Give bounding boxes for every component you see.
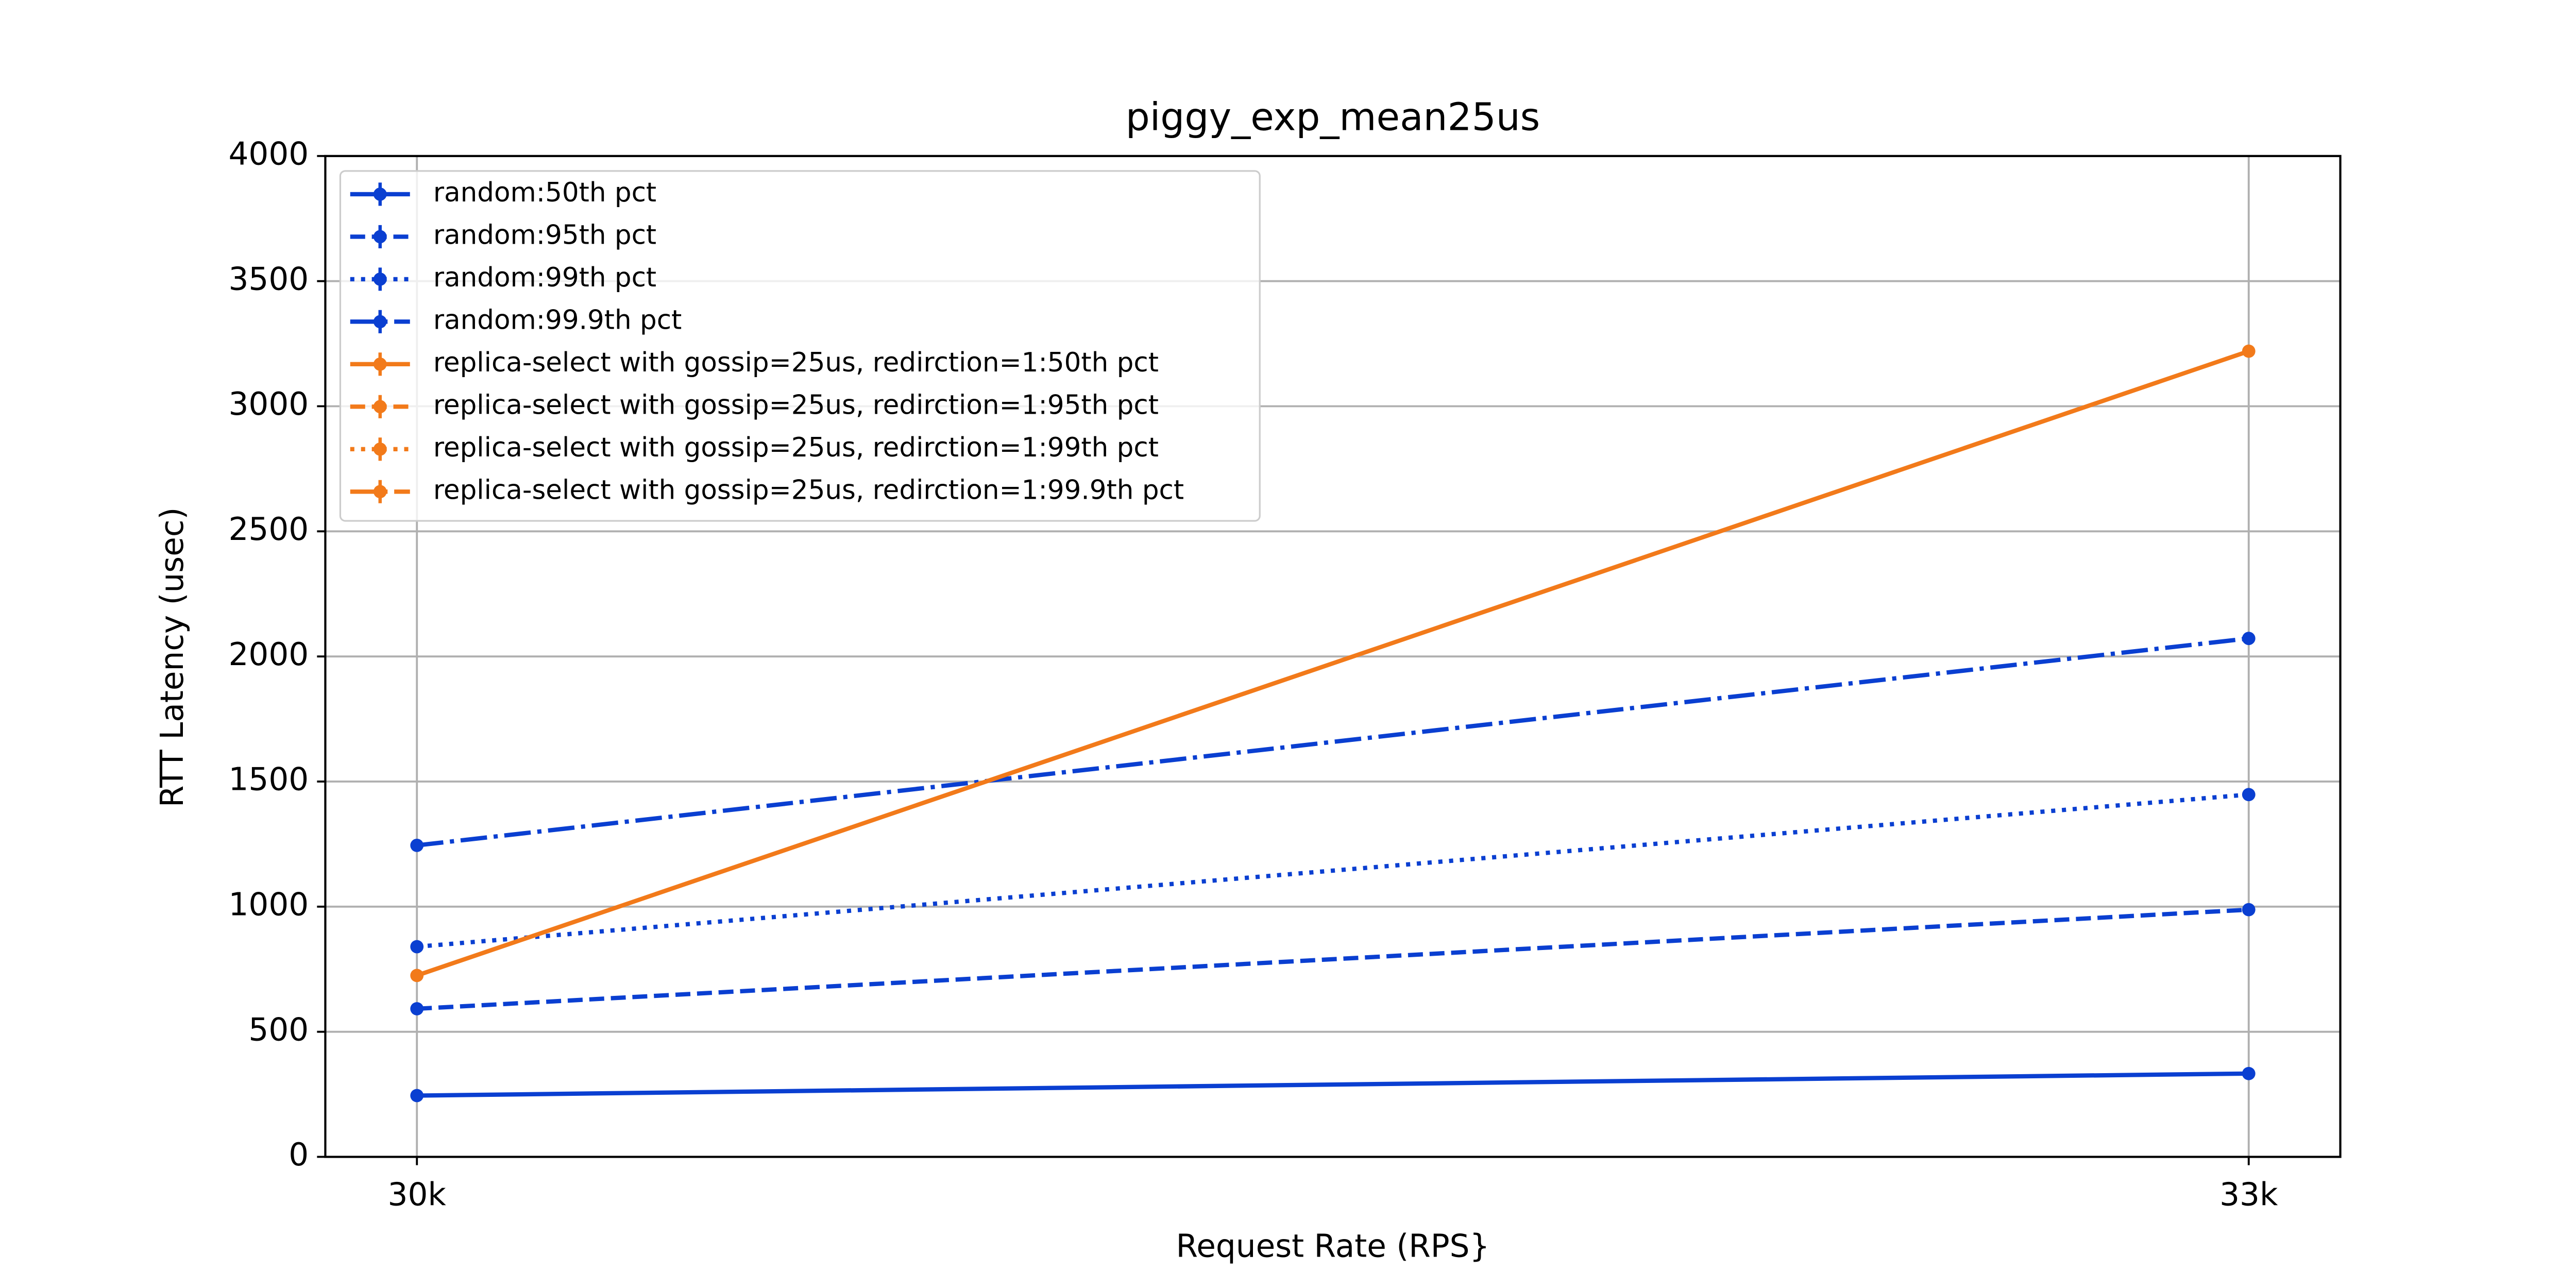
legend-marker <box>373 442 387 456</box>
data-point <box>2242 903 2256 917</box>
y-tick-label: 3500 <box>228 261 309 297</box>
y-tick-label: 3000 <box>228 386 309 422</box>
legend-marker <box>373 357 387 371</box>
legend-label: replica-select with gossip=25us, redirct… <box>433 389 1159 420</box>
data-point <box>410 1002 424 1015</box>
series-line <box>416 907 2249 1011</box>
y-tick-label: 0 <box>289 1137 309 1173</box>
legend-marker <box>373 230 387 244</box>
legend-label: random:99.9th pct <box>433 304 682 335</box>
legend-label: replica-select with gossip=25us, redirct… <box>433 432 1159 463</box>
legend-label: replica-select with gossip=25us, redirct… <box>433 474 1184 505</box>
data-point <box>2242 344 2256 358</box>
legend-marker <box>373 272 387 286</box>
series-line <box>416 349 2250 978</box>
y-tick-label: 500 <box>248 1011 309 1048</box>
data-point <box>2242 788 2256 802</box>
y-tick-label: 2000 <box>228 636 309 673</box>
series-line <box>416 792 2249 949</box>
x-tick-label: 33k <box>2219 1176 2278 1213</box>
legend-marker <box>373 400 387 414</box>
data-point <box>410 940 424 954</box>
plot-frame <box>324 155 2342 1158</box>
data-point <box>410 969 424 982</box>
data-point <box>2242 1066 2256 1080</box>
series-line <box>417 1071 2249 1098</box>
y-tick-label: 1000 <box>228 886 309 923</box>
legend-box <box>339 170 1261 522</box>
y-tick-label: 1500 <box>228 761 309 798</box>
data-point <box>2242 632 2256 646</box>
legend-label: random:95th pct <box>433 219 656 250</box>
chart-title: piggy_exp_mean25us <box>1126 95 1540 139</box>
y-tick-label: 4000 <box>228 135 309 172</box>
x-axis-label: Request Rate (RPS} <box>1176 1228 1490 1264</box>
series-line <box>416 636 2249 848</box>
data-point <box>410 1089 424 1103</box>
y-axis-label: RTT Latency (usec) <box>154 507 191 807</box>
data-point <box>410 838 424 852</box>
y-tick-label: 2500 <box>228 511 309 548</box>
x-tick-label: 30k <box>388 1176 447 1213</box>
legend: random:50th pct random:95th pct random:99t… <box>339 170 1261 522</box>
legend-marker <box>373 485 387 499</box>
legend-label: random:50th pct <box>433 177 656 208</box>
legend-marker <box>373 188 387 201</box>
legend-marker <box>373 315 387 329</box>
legend-label: replica-select with gossip=25us, redirct… <box>433 347 1159 378</box>
legend-label: random:99th pct <box>433 262 656 293</box>
